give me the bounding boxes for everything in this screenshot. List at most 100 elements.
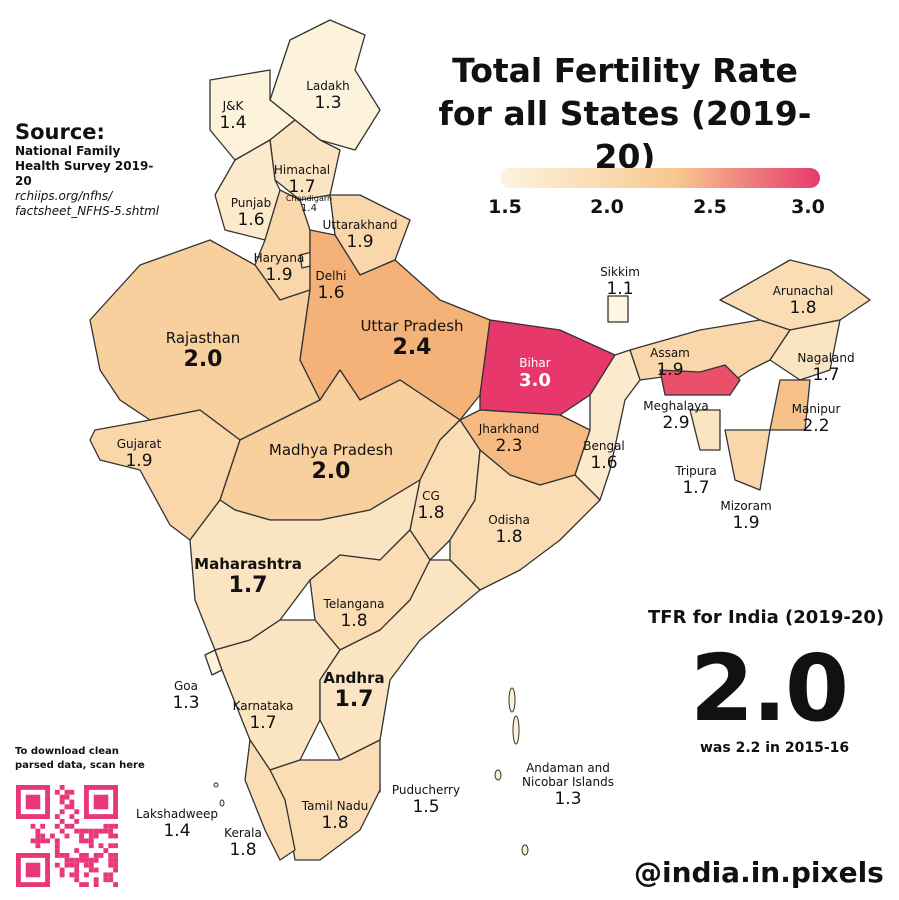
state-region-bihar [479, 319, 616, 416]
state-tfr-value: 1.9 [656, 359, 684, 380]
source-url-2: factsheet_NFHS-5.shtml [15, 204, 160, 218]
state-name: Uttar Pradesh [360, 317, 464, 335]
source-url-1: rchiips.org/nfhs/ [15, 189, 113, 203]
state-label: Manipur 2.2 [791, 402, 841, 436]
state-tfr-value: 1.5 [412, 796, 440, 817]
state-region-odisha [449, 449, 601, 591]
state-tfr-value: 1.8 [340, 610, 368, 631]
state-name: Bihar [519, 356, 551, 370]
state-label: Andaman and Nicobar Islands 1.3 [508, 761, 628, 809]
state-label: Mizoram 1.9 [720, 499, 771, 533]
state-label: Madhya Pradesh 2.0 [268, 441, 394, 485]
state-label: Assam 1.9 [650, 346, 690, 380]
state-label: Jharkhand 2.3 [478, 422, 540, 456]
legend-tick: 3.0 [791, 196, 825, 218]
state-name: Kerala [224, 826, 262, 840]
state-name: Meghalaya [643, 399, 709, 413]
state-tfr-value: 1.9 [346, 231, 374, 252]
state-region-kerala [244, 739, 296, 861]
state-name: Tamil Nadu [301, 799, 369, 813]
state-label: Puducherry 1.5 [392, 783, 460, 817]
state-label: Uttar Pradesh 2.4 [360, 317, 464, 361]
state-tfr-value: 1.8 [229, 839, 257, 860]
state-tfr-value: 2.9 [662, 412, 690, 433]
state-label: CG 1.8 [417, 489, 445, 523]
state-tfr-value: 3.0 [519, 369, 551, 391]
state-name: Manipur [791, 402, 841, 416]
state-name: CG [422, 489, 440, 503]
india-tfr-label: TFR for India (2019-20) [648, 607, 885, 628]
state-name: Jharkhand [478, 422, 540, 436]
state-name: Uttarakhand [322, 218, 398, 232]
legend-tick: 2.0 [590, 196, 624, 218]
state-tfr-value: 1.8 [417, 502, 445, 523]
state-tfr-value: 1.4 [301, 203, 317, 215]
state-tfr-value: 1.3 [172, 692, 200, 713]
download-line-2: parsed data, scan here [15, 759, 145, 771]
state-label: Chandigarh 1.4 [286, 194, 332, 215]
state-name: Assam [650, 346, 690, 360]
state-tfr-value: 1.7 [288, 176, 316, 197]
state-tfr-value: 1.8 [321, 812, 349, 833]
state-label: Rajasthan 2.0 [165, 329, 241, 373]
state-tfr-value: 1.9 [125, 450, 153, 471]
state-name: Karnataka [232, 699, 294, 713]
state-region-tripura [689, 409, 721, 451]
island [219, 799, 225, 807]
state-label: J&K 1.4 [219, 99, 246, 133]
island [512, 715, 520, 745]
state-tfr-value: 1.8 [495, 526, 523, 547]
state-tfr-value: 2.0 [311, 459, 351, 485]
state-name: Rajasthan [165, 329, 241, 347]
state-label: Odisha 1.8 [488, 513, 530, 547]
state-label: Andhra 1.7 [323, 669, 385, 713]
india-tfr-value: 2.0 [690, 635, 849, 742]
source-heading: Source: [15, 120, 105, 144]
state-tfr-value: 2.3 [495, 435, 523, 456]
map-title: Total Fertility Rate for all States (201… [438, 51, 812, 176]
state-tfr-value: 1.1 [606, 278, 634, 299]
state-name: Madhya Pradesh [268, 441, 394, 459]
state-name: J&K [222, 99, 244, 113]
author-handle: @india.in.pixels [634, 856, 884, 889]
island [494, 769, 502, 781]
state-name: Maharashtra [194, 555, 302, 573]
state-label: Karnataka 1.7 [232, 699, 294, 733]
state-name: Arunachal [772, 284, 834, 298]
state-tfr-value: 1.7 [228, 573, 268, 599]
legend-tick: 2.5 [693, 196, 727, 218]
state-label: Bihar 3.0 [519, 356, 551, 391]
state-tfr-value: 1.6 [237, 209, 265, 230]
state-region-himachal [269, 119, 341, 201]
state-label: Uttarakhand 1.9 [322, 218, 398, 252]
download-note: To download clean parsed data, scan here [15, 745, 145, 772]
state-tfr-value: 2.2 [802, 415, 830, 436]
state-label: Bengal 1.6 [583, 439, 625, 473]
state-name: Goa [173, 679, 198, 693]
state-label: Punjab 1.6 [231, 196, 272, 230]
download-line-1: To download clean [15, 746, 119, 757]
state-tfr-value: 1.7 [812, 364, 840, 385]
state-name: Nagaland [797, 351, 855, 365]
source-name: National Family Health Survey 2019-20 [15, 144, 154, 188]
state-tfr-value: 1.3 [554, 788, 582, 809]
state-region-nagaland [769, 319, 841, 381]
state-name: Odisha [488, 513, 530, 527]
state-name: Ladakh [306, 79, 350, 93]
state-name: Gujarat [116, 437, 162, 451]
state-label: Kerala 1.8 [224, 826, 262, 860]
state-label: Meghalaya 2.9 [643, 399, 709, 433]
color-legend-bar [500, 168, 820, 188]
state-name: Himachal [273, 163, 331, 177]
state-tfr-value: 1.7 [249, 712, 277, 733]
state-label: Tripura 1.7 [675, 464, 716, 498]
state-label: Delhi 1.6 [316, 269, 347, 303]
state-tfr-value: 2.0 [183, 347, 223, 373]
qr-code[interactable] [16, 785, 118, 887]
state-label: Goa 1.3 [172, 679, 200, 713]
state-name: Andhra [323, 669, 385, 687]
legend-tick: 1.5 [488, 196, 522, 218]
state-label: Maharashtra 1.7 [194, 555, 302, 599]
state-tfr-value: 1.7 [682, 477, 710, 498]
